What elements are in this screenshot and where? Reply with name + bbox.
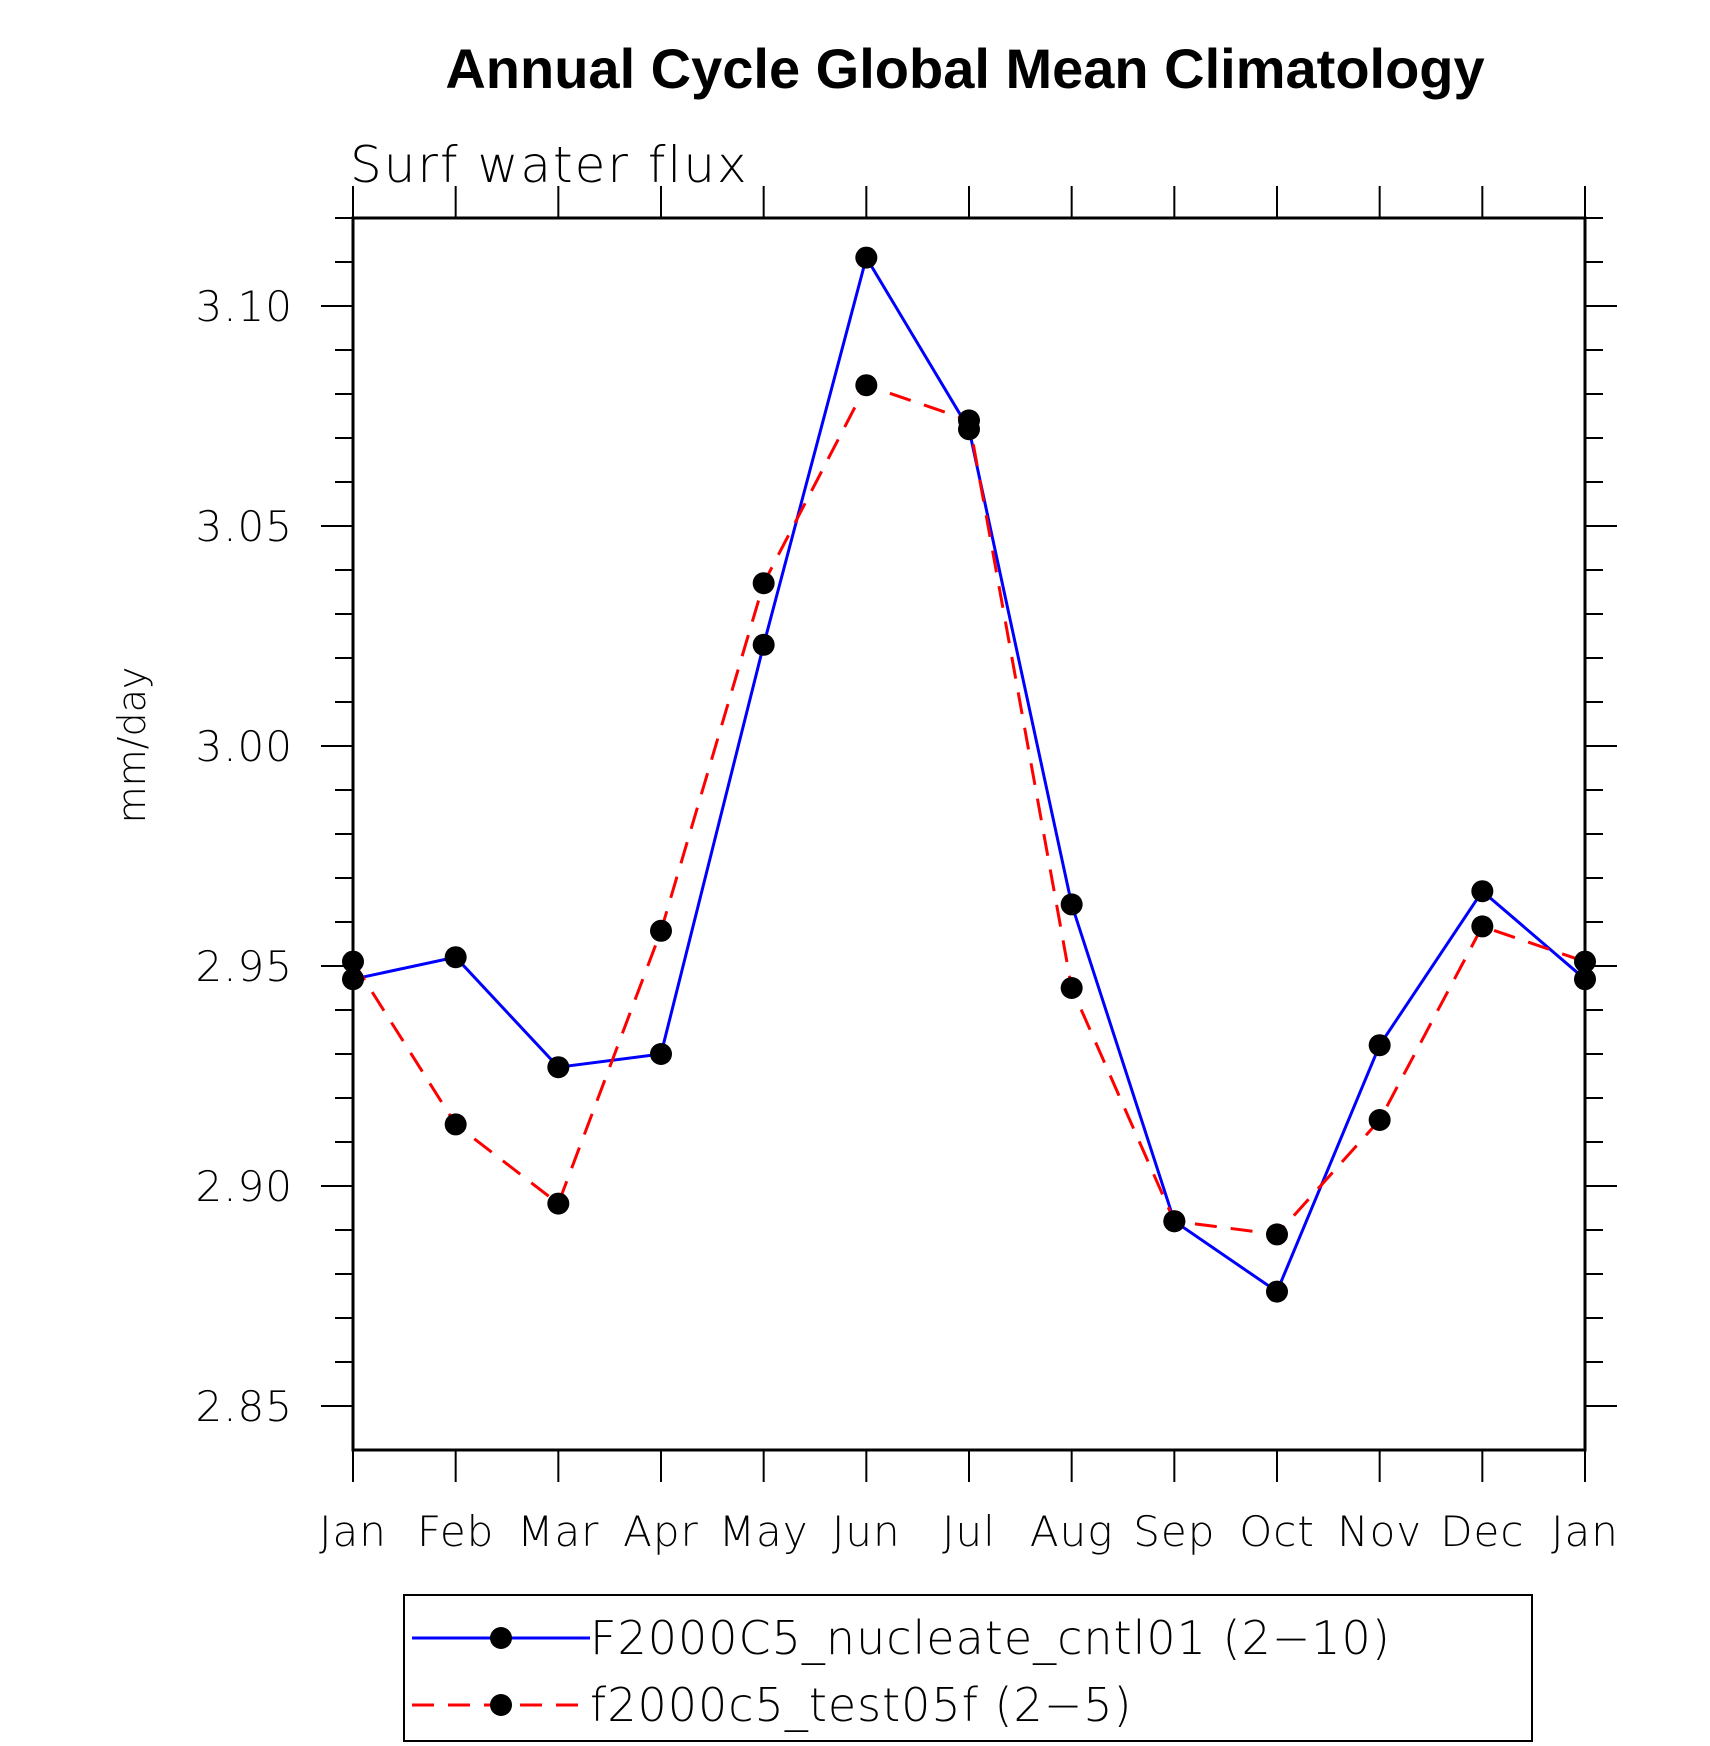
legend-label-series-1: F2000C5_nucleate_cntl01 (2−10) [590, 1611, 1391, 1665]
series-2-point [547, 1192, 570, 1215]
axis-ticks [321, 186, 1617, 1482]
series-2-point [1471, 915, 1494, 938]
legend-marker-series-2 [490, 1694, 512, 1716]
x-tick-label: May [719, 1507, 809, 1556]
y-tick-label: 2.95 [195, 942, 293, 991]
chart-title: Annual Cycle Global Mean Climatology [445, 37, 1484, 100]
series-1-point [342, 968, 364, 991]
series-1-point [752, 633, 775, 656]
series-2-point [958, 409, 980, 432]
plot-frame [351, 216, 1587, 1452]
x-tick-label: Jul [942, 1507, 996, 1556]
series-1-point [1266, 1280, 1288, 1303]
x-tick-label: Sep [1133, 1507, 1215, 1556]
y-tick-label: 3.10 [195, 282, 293, 331]
series-1-point [1574, 968, 1596, 991]
y-tick-label: 2.85 [195, 1382, 293, 1431]
x-tick-label: Nov [1337, 1507, 1422, 1556]
legend-box [403, 1594, 1533, 1742]
series-layer [342, 246, 1596, 1303]
legend-label-series-2: f2000c5_test05f (2−5) [590, 1678, 1132, 1732]
series-1-point [650, 1043, 672, 1065]
y-tick-label: 3.00 [195, 722, 293, 771]
series-2-point [1163, 1210, 1186, 1233]
x-tick-label: Apr [623, 1507, 699, 1556]
series-1-point [547, 1056, 570, 1079]
series-2-point [855, 374, 878, 397]
series-line-2 [351, 383, 1586, 1236]
y-tick-label: 2.90 [195, 1162, 293, 1211]
series-1-point [1060, 893, 1083, 916]
x-tick-label: Mar [517, 1507, 599, 1556]
legend: F2000C5_nucleate_cntl01 (2−10) f2000c5_t… [403, 1594, 1533, 1742]
x-tick-label: Dec [1440, 1507, 1524, 1556]
series-2-point [650, 919, 672, 942]
y-axis-label: mm/day [110, 667, 154, 824]
series-1-point [855, 246, 878, 269]
x-tick-label: Aug [1030, 1507, 1114, 1556]
series-2-point [752, 572, 775, 595]
x-tick-labels: Jan Feb Mar Apr May Jun Jul Aug Sep Oct Nov Dec Jan [319, 1507, 1619, 1556]
x-tick-label: Jun [832, 1507, 901, 1556]
legend-marker-series-1 [490, 1627, 512, 1649]
x-tick-label: Feb [417, 1507, 494, 1556]
series-2-point [1368, 1109, 1391, 1131]
series-1-point [1368, 1034, 1391, 1057]
series-1-point [1471, 880, 1494, 903]
series-2-point [1574, 950, 1596, 973]
x-tick-label: Oct [1239, 1507, 1315, 1556]
x-tick-label: Jan [319, 1507, 387, 1556]
y-tick-label: 3.05 [195, 502, 293, 551]
series-2-point [342, 950, 364, 973]
series-1-point [444, 946, 467, 969]
series-2-point [1060, 977, 1083, 999]
series-2-point [444, 1113, 467, 1136]
y-tick-labels: 2.85 2.90 2.95 3.00 3.05 3.10 [195, 282, 293, 1431]
series-2-point [1266, 1223, 1288, 1246]
chart-subtitle: Surf water flux [350, 136, 749, 194]
x-tick-label: Jan [1551, 1507, 1619, 1556]
